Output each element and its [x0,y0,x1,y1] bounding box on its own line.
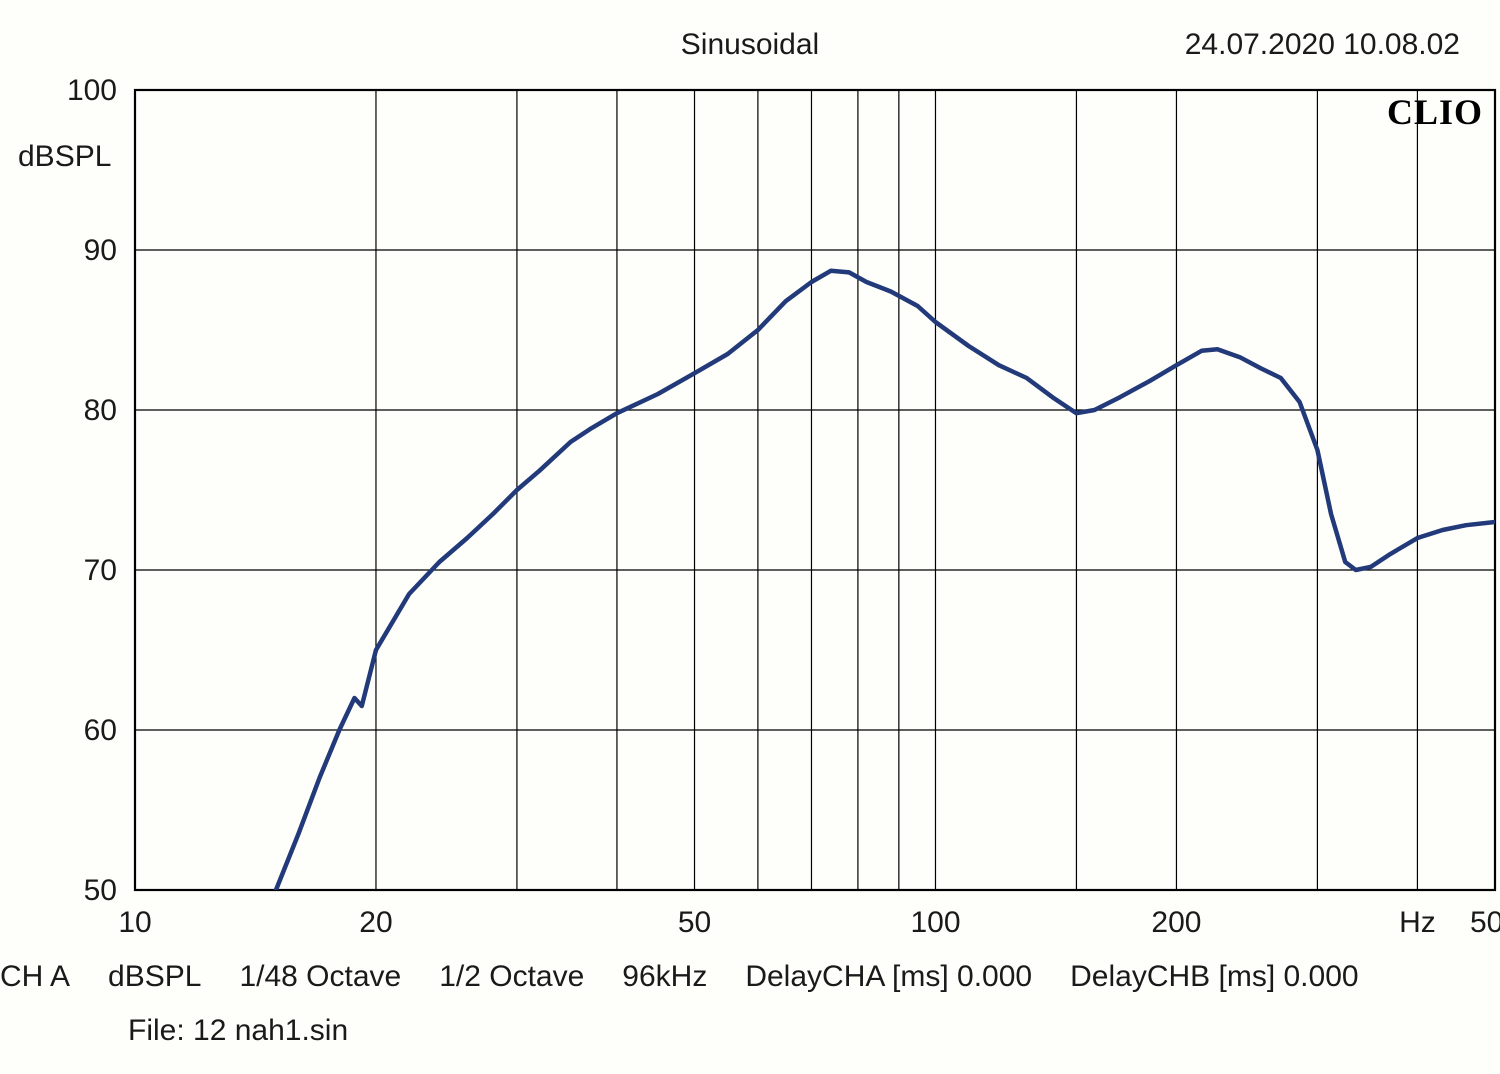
settings-item: DelayCHA [ms] 0.000 [745,960,1032,993]
frequency-response-chart: CLIO 50 60 70 80 90 100 10 20 50 100 200 500 Hz [0,0,1500,1074]
settings-item: dBSPL [108,960,201,993]
y-tick-label: 70 [84,554,117,587]
clio-brand-label: CLIO [1387,92,1483,132]
file-name-label: File: 12 nah1.sin [128,1014,348,1048]
settings-item: CH A [0,960,70,993]
y-tick-label: 90 [84,234,117,267]
settings-item: 1/2 Octave [439,960,584,993]
x-tick-label: 20 [359,906,392,939]
x-tick-label: 10 [118,906,151,939]
x-tick-label: 200 [1151,906,1201,939]
settings-item: 96kHz [622,960,707,993]
y-tick-label: 60 [84,714,117,747]
y-tick-label: 80 [84,394,117,427]
y-tick-label: 50 [84,874,117,907]
measurement-settings-line: CH A dBSPL 1/48 Octave 1/2 Octave 96kHz Delay… [0,960,1397,994]
x-tick-label: 500 [1470,906,1500,939]
x-axis-unit-label: Hz [1399,906,1436,939]
y-axis-label: dBSPL [18,140,111,174]
y-tick-label: 100 [67,74,117,107]
x-tick-label: 50 [678,906,711,939]
x-tick-label: 100 [910,906,960,939]
settings-item: DelayCHB [ms] 0.000 [1070,960,1358,993]
timestamp: 24.07.2020 10.08.02 [1185,28,1460,62]
settings-item: 1/48 Octave [239,960,401,993]
